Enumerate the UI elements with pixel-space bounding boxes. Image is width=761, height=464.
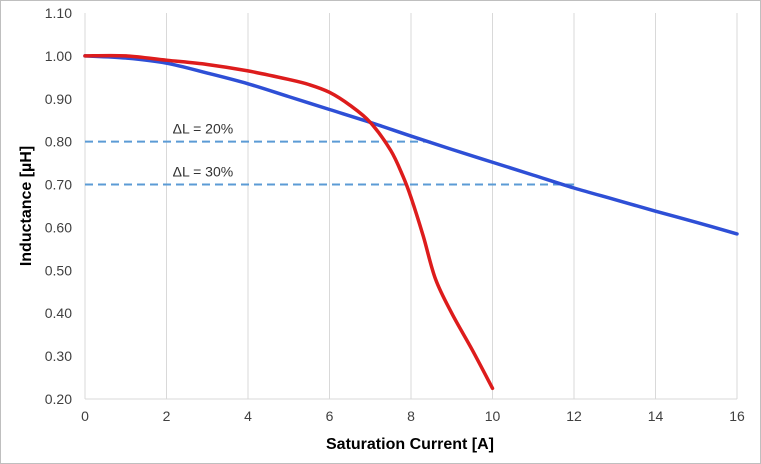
y-tick-label: 0.90 (45, 91, 72, 107)
x-tick-label: 12 (566, 408, 582, 424)
grid-lines (84, 13, 738, 400)
y-tick-labels: 0.20 0.30 0.40 0.50 0.60 0.70 0.80 0.90 1.00 1.10 (45, 5, 72, 407)
x-tick-label: 6 (326, 408, 334, 424)
y-tick-label: 0.50 (45, 262, 72, 278)
reference-label: ΔL = 30% (173, 164, 234, 180)
x-tick-label: 8 (407, 408, 415, 424)
series-lines (83, 53, 739, 391)
red-inductance-curve (83, 53, 495, 391)
y-tick-label: 0.80 (45, 134, 72, 150)
y-axis-title: Inductance [µH] (18, 146, 35, 266)
y-tick-label: 0.30 (45, 348, 72, 364)
y-tick-label: 0.70 (45, 177, 72, 193)
y-tick-label: 0.20 (45, 391, 72, 407)
x-tick-label: 0 (81, 408, 89, 424)
x-axis-title: Saturation Current [A] (326, 436, 494, 453)
y-tick-label: 1.00 (45, 48, 72, 64)
reference-annotations: ΔL = 20% ΔL = 30% (173, 121, 234, 180)
x-tick-label: 16 (729, 408, 745, 424)
y-tick-label: 0.60 (45, 219, 72, 235)
y-tick-label: 1.10 (45, 5, 72, 21)
x-tick-label: 4 (244, 408, 252, 424)
x-tick-label: 10 (485, 408, 501, 424)
y-tick-label: 0.40 (45, 305, 72, 321)
blue-inductance-curve (83, 54, 739, 236)
x-tick-label: 2 (163, 408, 171, 424)
x-tick-labels: 0 2 4 6 8 10 12 14 16 (81, 408, 745, 424)
reference-label: ΔL = 20% (173, 121, 234, 137)
x-tick-label: 14 (648, 408, 664, 424)
reference-lines (85, 140, 574, 186)
